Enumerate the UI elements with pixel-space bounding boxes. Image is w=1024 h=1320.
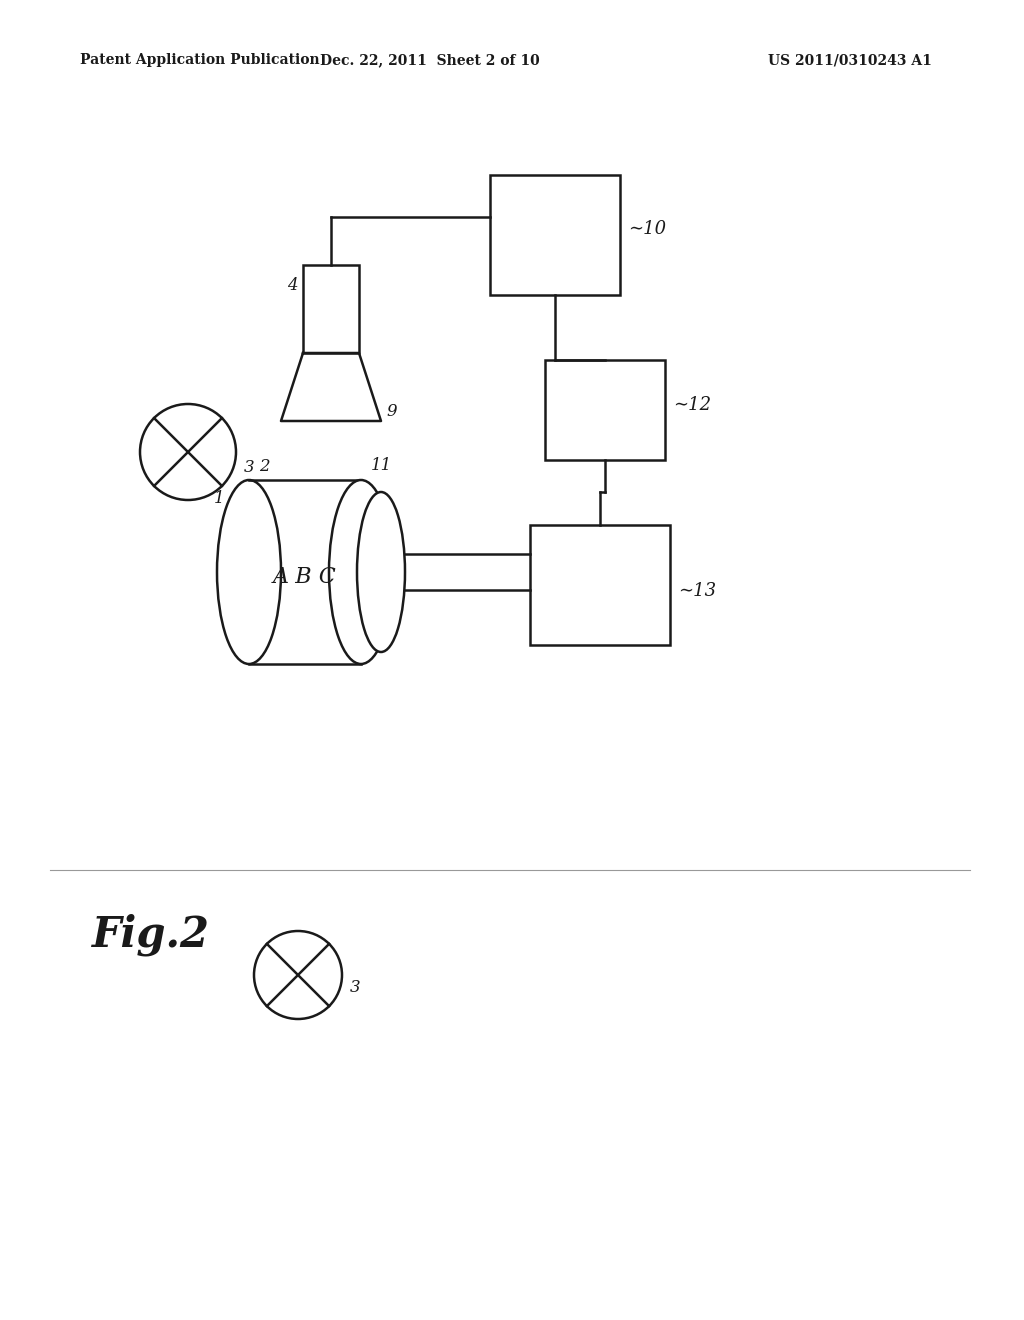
Text: 3: 3 [244,458,255,475]
Bar [490,176,620,294]
Text: 3: 3 [350,978,360,995]
Text: 1: 1 [213,490,224,507]
Circle shape [254,931,342,1019]
Bar [303,265,359,352]
Ellipse shape [329,480,393,664]
Text: ∼12: ∼12 [673,396,711,414]
Text: 2: 2 [259,458,269,475]
Text: Patent Application Publication: Patent Application Publication [80,53,319,67]
Circle shape [140,404,236,500]
Text: ∼10: ∼10 [628,220,667,238]
Text: A B C: A B C [273,566,337,587]
Text: 11: 11 [371,457,392,474]
Bar [530,525,670,645]
Ellipse shape [357,492,406,652]
Text: 9: 9 [386,403,396,420]
Text: US 2011/0310243 A1: US 2011/0310243 A1 [768,53,932,67]
Bar [545,360,665,459]
Text: Dec. 22, 2011  Sheet 2 of 10: Dec. 22, 2011 Sheet 2 of 10 [321,53,540,67]
Text: Fig.2: Fig.2 [92,913,210,956]
Ellipse shape [217,480,281,664]
Text: ∼13: ∼13 [678,582,716,601]
Text: 4: 4 [288,277,298,294]
